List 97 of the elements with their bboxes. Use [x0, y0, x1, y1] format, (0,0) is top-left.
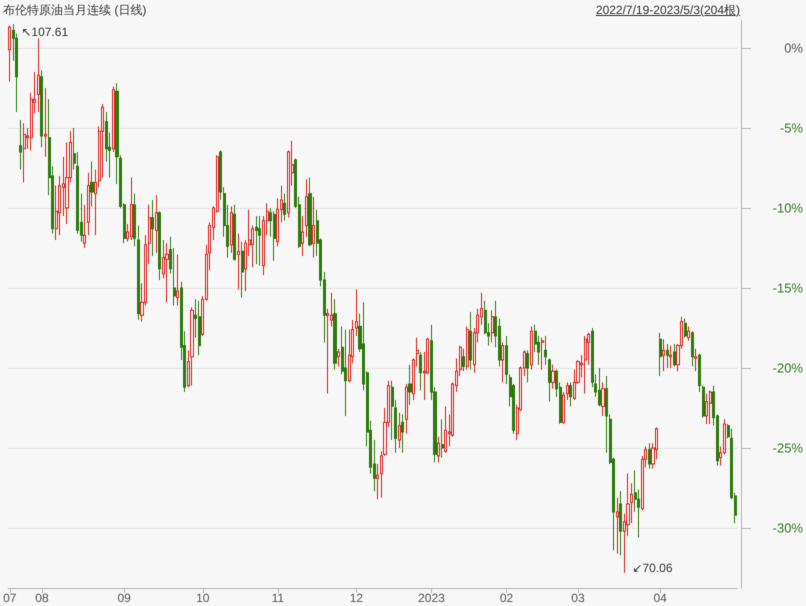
y-tick-label: -10% — [772, 200, 804, 216]
candlestick — [444, 406, 447, 454]
candlestick — [255, 216, 258, 264]
candlestick — [437, 436, 440, 463]
candlestick — [151, 200, 154, 256]
candlestick — [705, 393, 708, 424]
candlestick — [548, 358, 551, 402]
y-tick-label: -25% — [772, 440, 804, 456]
candlestick — [198, 300, 201, 356]
candlestick — [87, 172, 90, 236]
x-tick-label: 02 — [500, 591, 514, 605]
candlestick — [344, 329, 347, 416]
candlestick — [301, 216, 304, 256]
candlestick — [687, 326, 690, 342]
candlestick — [241, 241, 244, 298]
candlestick — [462, 348, 465, 372]
candlestick — [408, 364, 412, 406]
candlestick — [8, 25, 11, 82]
candlestick — [601, 382, 605, 416]
candlestick — [405, 384, 408, 434]
candlestick — [616, 497, 619, 554]
x-tick-label: 07 — [3, 591, 17, 605]
candlestick — [233, 204, 236, 262]
candlestick — [401, 414, 404, 454]
y-tick-label: 0% — [784, 40, 804, 56]
candlestick — [40, 70, 43, 148]
candlestick — [133, 193, 136, 247]
candlestick — [258, 216, 261, 266]
candlestick — [659, 332, 662, 376]
candlestick — [684, 318, 687, 338]
candlestick — [419, 352, 422, 391]
annotation: ↖107.61 — [21, 25, 68, 39]
candlestick — [190, 306, 194, 386]
candlestick — [709, 390, 712, 424]
candlestick — [337, 348, 340, 367]
candlestick — [355, 289, 358, 336]
candlestick — [544, 336, 547, 366]
candlestick — [530, 326, 533, 370]
candlestick — [130, 177, 133, 240]
candlestick — [90, 161, 94, 207]
candlestick — [501, 342, 504, 383]
candlestick — [112, 86, 115, 152]
annotation: ↙70.06 — [632, 560, 673, 575]
x-tick-label: 08 — [35, 591, 49, 605]
y-tick-label: -30% — [772, 520, 804, 536]
candlestick — [137, 225, 140, 320]
chart-subtitle: 2022/7/19-2023/5/3(204根) — [596, 2, 740, 18]
y-tick-label: -5% — [780, 120, 804, 136]
candlestick — [694, 348, 697, 372]
candlestick — [648, 442, 651, 470]
candlestick — [308, 177, 312, 247]
candlestick — [19, 120, 22, 170]
candlestick — [273, 210, 276, 262]
candlestick — [83, 204, 86, 248]
candlestick — [469, 312, 472, 370]
x-tick-label: 2023 — [418, 591, 446, 605]
y-tick-label: -20% — [772, 360, 804, 376]
candlestick — [441, 418, 444, 458]
candlestick — [312, 196, 315, 258]
candlestick — [230, 206, 233, 254]
candlestick — [541, 337, 544, 370]
x-tick-label: 09 — [117, 591, 132, 605]
candlestick — [398, 412, 401, 448]
candlestick — [666, 344, 669, 368]
x-tick-label: 10 — [196, 591, 210, 605]
candlestick — [526, 350, 529, 383]
candlestick — [566, 382, 569, 400]
candlestick — [376, 464, 379, 500]
y-tick-label: -15% — [772, 280, 804, 296]
candlestick — [305, 178, 308, 238]
candlestick — [333, 298, 337, 370]
candlestick — [176, 254, 179, 306]
candlestick — [491, 310, 494, 343]
candlestick — [466, 326, 469, 370]
candlestick — [691, 330, 694, 367]
x-tick-label: 12 — [350, 591, 364, 605]
candlestick — [662, 338, 665, 372]
candlestick — [669, 345, 672, 368]
candlestick — [584, 336, 587, 394]
candlestick — [158, 210, 161, 280]
candlestick — [598, 368, 601, 407]
candlestick — [155, 194, 158, 254]
chart-title: 布伦特原油当月连续 (日线) — [3, 2, 146, 18]
candlestick — [237, 233, 240, 290]
candlestick — [283, 193, 286, 222]
candlestick — [569, 382, 572, 407]
candlestick — [37, 38, 40, 112]
candlestick — [23, 122, 26, 183]
x-tick-label: 11 — [272, 591, 284, 605]
candlestick — [551, 364, 555, 390]
x-tick-label: 03 — [571, 591, 585, 605]
candlestick — [44, 88, 47, 158]
candlestick — [562, 392, 565, 424]
candlestick — [673, 344, 676, 367]
candlestick — [165, 242, 169, 303]
x-tick-label: 04 — [653, 591, 668, 605]
candlestick — [619, 490, 622, 556]
